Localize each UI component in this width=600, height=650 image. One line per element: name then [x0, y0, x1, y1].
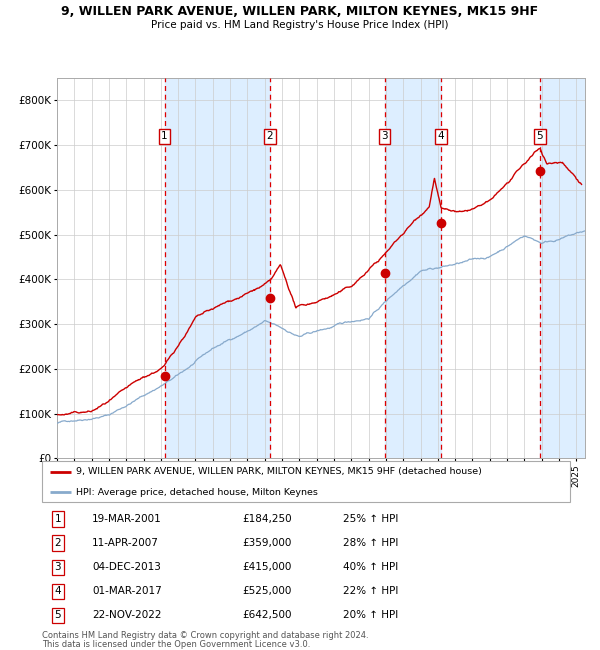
Text: 22% ↑ HPI: 22% ↑ HPI [343, 586, 398, 596]
Text: 2: 2 [55, 538, 61, 548]
Text: £642,500: £642,500 [242, 610, 292, 620]
Bar [385, 78, 441, 458]
Text: 01-MAR-2017: 01-MAR-2017 [92, 586, 162, 596]
Text: £525,000: £525,000 [242, 586, 292, 596]
Text: HPI: Average price, detached house, Milton Keynes: HPI: Average price, detached house, Milt… [76, 488, 318, 497]
Text: 40% ↑ HPI: 40% ↑ HPI [343, 562, 398, 572]
Text: £415,000: £415,000 [242, 562, 292, 572]
Text: This data is licensed under the Open Government Licence v3.0.: This data is licensed under the Open Gov… [42, 640, 310, 649]
Text: 9, WILLEN PARK AVENUE, WILLEN PARK, MILTON KEYNES, MK15 9HF (detached house): 9, WILLEN PARK AVENUE, WILLEN PARK, MILT… [76, 467, 482, 476]
Text: 28% ↑ HPI: 28% ↑ HPI [343, 538, 398, 548]
Text: 11-APR-2007: 11-APR-2007 [92, 538, 159, 548]
Text: 9, WILLEN PARK AVENUE, WILLEN PARK, MILTON KEYNES, MK15 9HF: 9, WILLEN PARK AVENUE, WILLEN PARK, MILT… [61, 5, 539, 18]
Bar [164, 78, 269, 458]
Text: 5: 5 [536, 131, 544, 141]
Text: 4: 4 [437, 131, 444, 141]
Text: 2: 2 [266, 131, 273, 141]
Text: 19-MAR-2001: 19-MAR-2001 [92, 514, 162, 524]
Text: 22-NOV-2022: 22-NOV-2022 [92, 610, 161, 620]
Text: 3: 3 [55, 562, 61, 572]
Text: 20% ↑ HPI: 20% ↑ HPI [343, 610, 398, 620]
Text: £184,250: £184,250 [242, 514, 292, 524]
Text: 25% ↑ HPI: 25% ↑ HPI [343, 514, 398, 524]
Text: 5: 5 [55, 610, 61, 620]
Text: Contains HM Land Registry data © Crown copyright and database right 2024.: Contains HM Land Registry data © Crown c… [42, 630, 368, 640]
Text: 1: 1 [161, 131, 168, 141]
Bar [540, 78, 585, 458]
Text: 4: 4 [55, 586, 61, 596]
Text: £359,000: £359,000 [242, 538, 292, 548]
FancyBboxPatch shape [42, 462, 570, 502]
Text: 1: 1 [55, 514, 61, 524]
Text: 04-DEC-2013: 04-DEC-2013 [92, 562, 161, 572]
Text: 3: 3 [381, 131, 388, 141]
Text: Price paid vs. HM Land Registry's House Price Index (HPI): Price paid vs. HM Land Registry's House … [151, 20, 449, 29]
